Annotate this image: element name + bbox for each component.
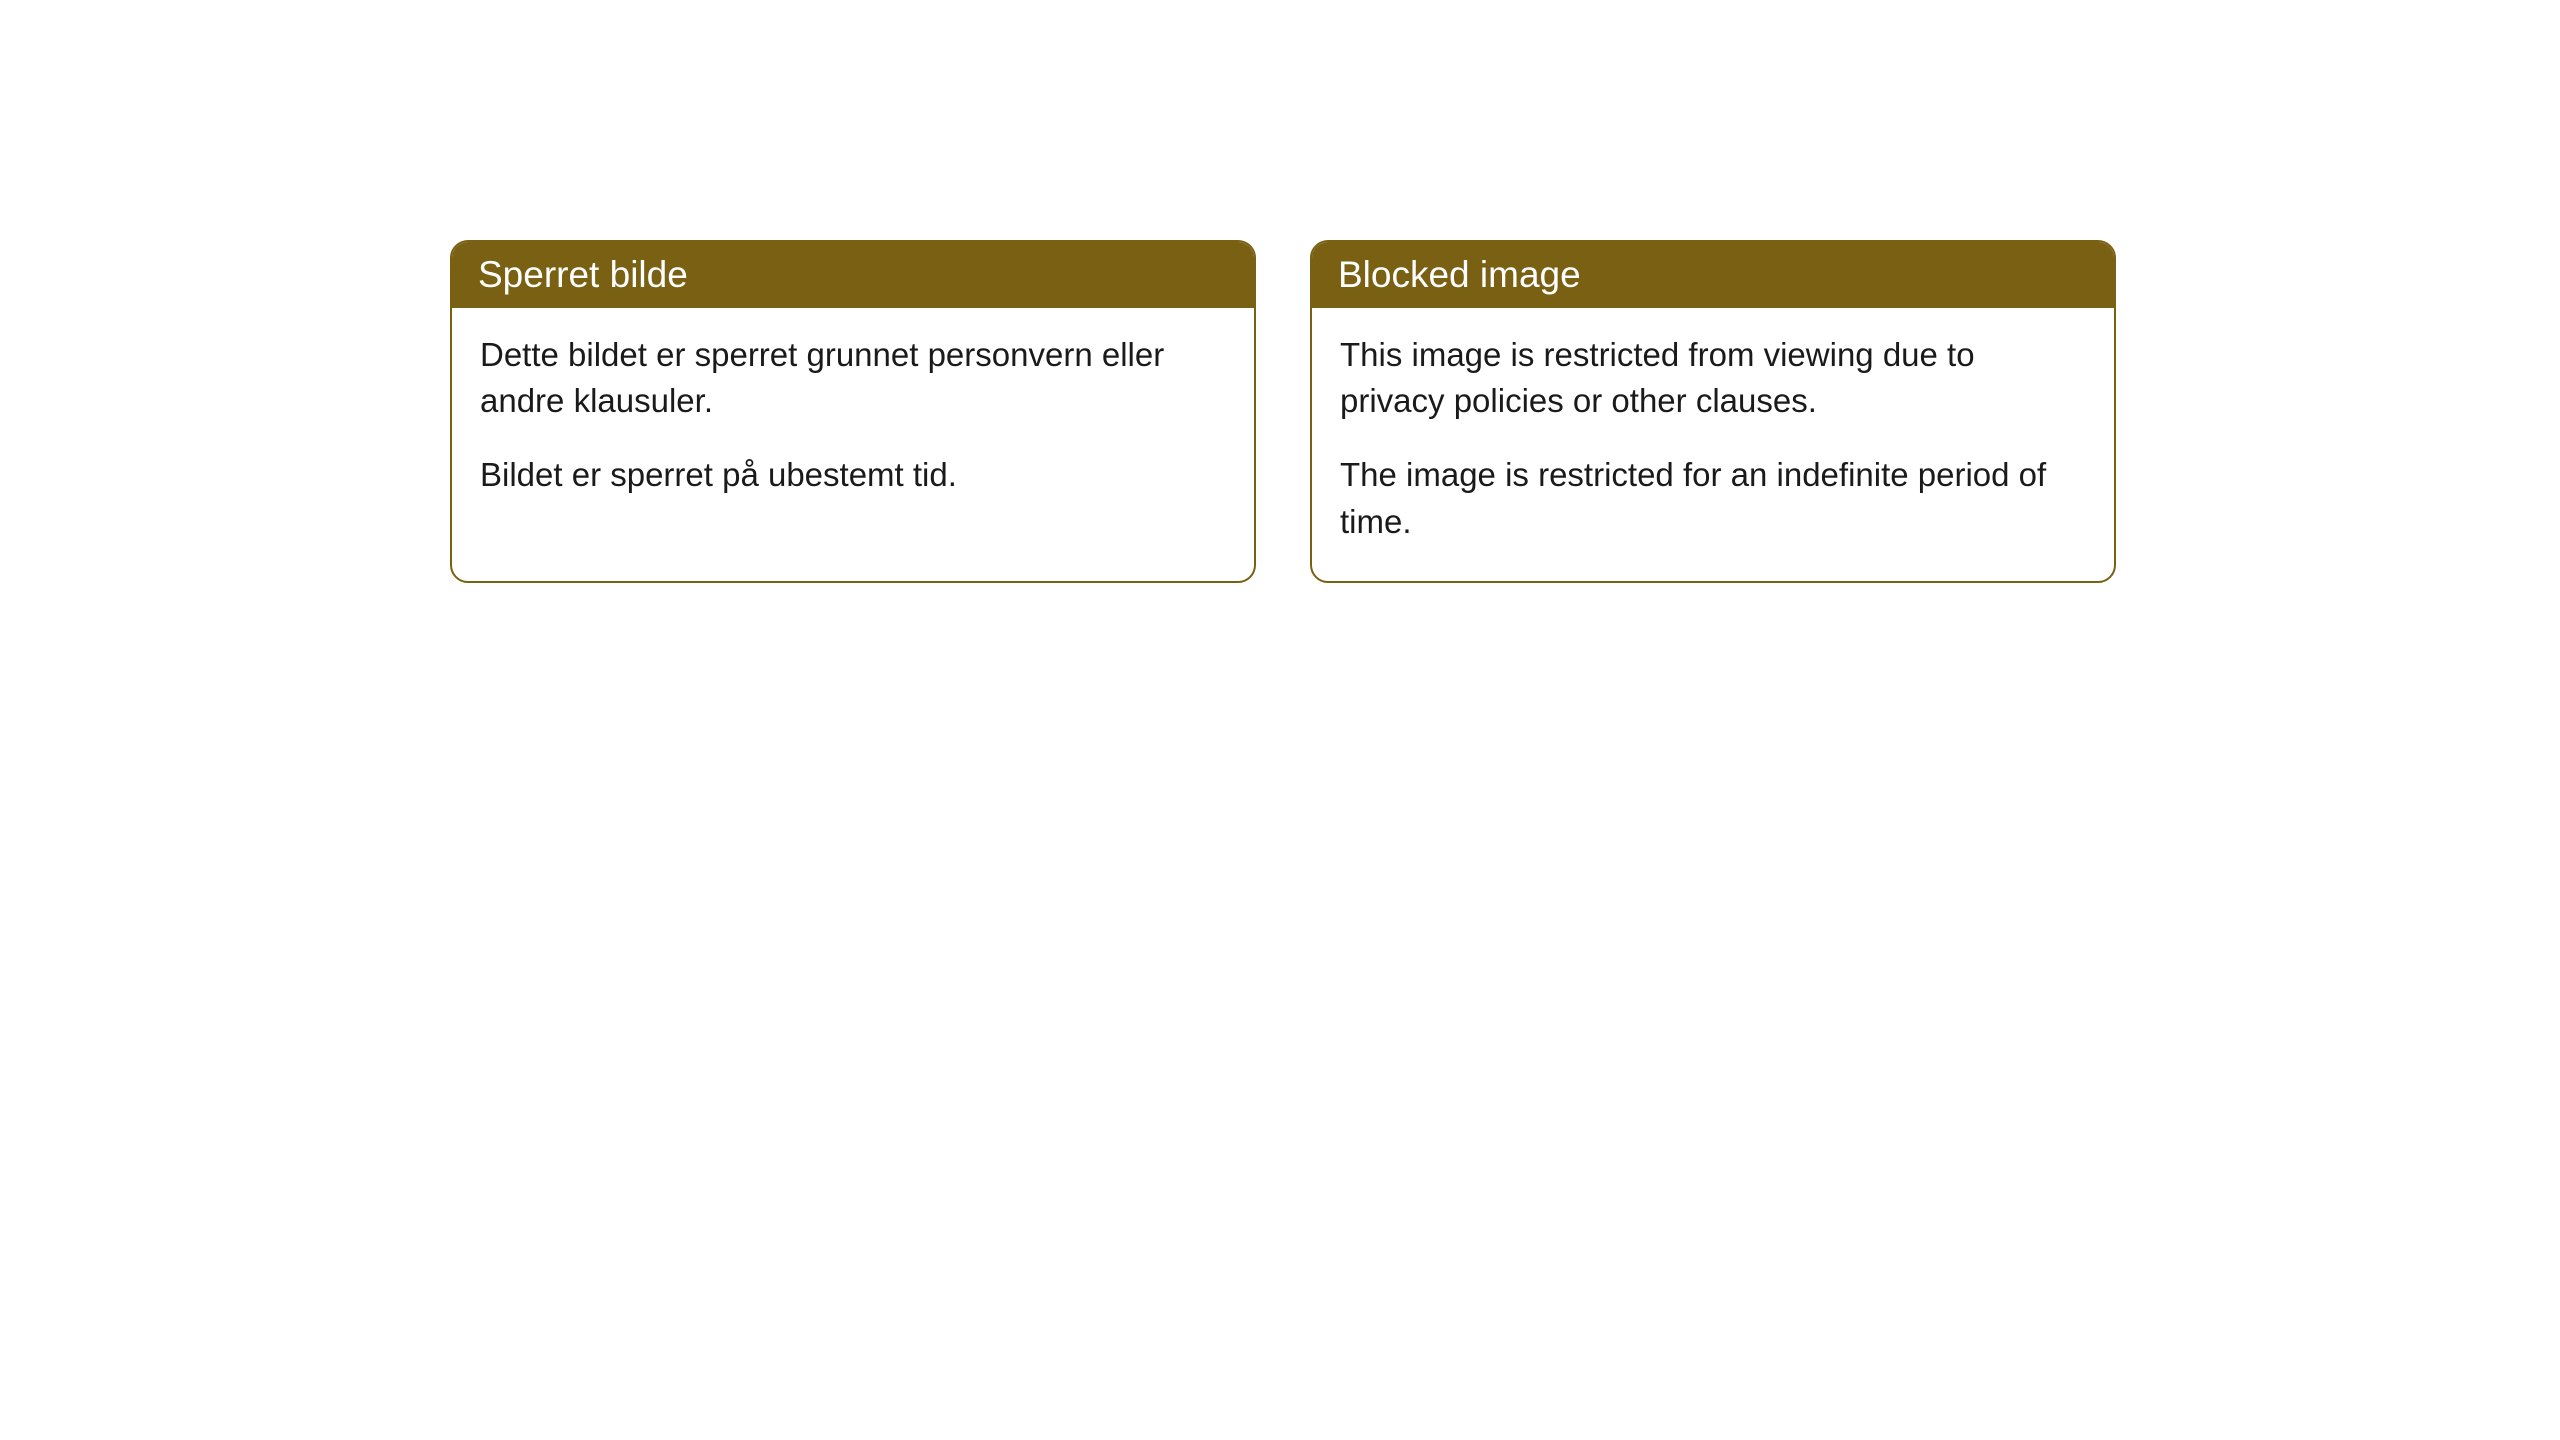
card-paragraph: The image is restricted for an indefinit…	[1340, 452, 2086, 544]
notice-card-norwegian: Sperret bilde Dette bildet er sperret gr…	[450, 240, 1256, 583]
card-paragraph: Bildet er sperret på ubestemt tid.	[480, 452, 1226, 498]
notice-container: Sperret bilde Dette bildet er sperret gr…	[0, 0, 2560, 583]
card-header: Blocked image	[1312, 242, 2114, 308]
card-paragraph: This image is restricted from viewing du…	[1340, 332, 2086, 424]
card-body: This image is restricted from viewing du…	[1312, 308, 2114, 581]
card-header: Sperret bilde	[452, 242, 1254, 308]
card-title: Sperret bilde	[478, 254, 688, 295]
notice-card-english: Blocked image This image is restricted f…	[1310, 240, 2116, 583]
card-body: Dette bildet er sperret grunnet personve…	[452, 308, 1254, 535]
card-title: Blocked image	[1338, 254, 1581, 295]
card-paragraph: Dette bildet er sperret grunnet personve…	[480, 332, 1226, 424]
